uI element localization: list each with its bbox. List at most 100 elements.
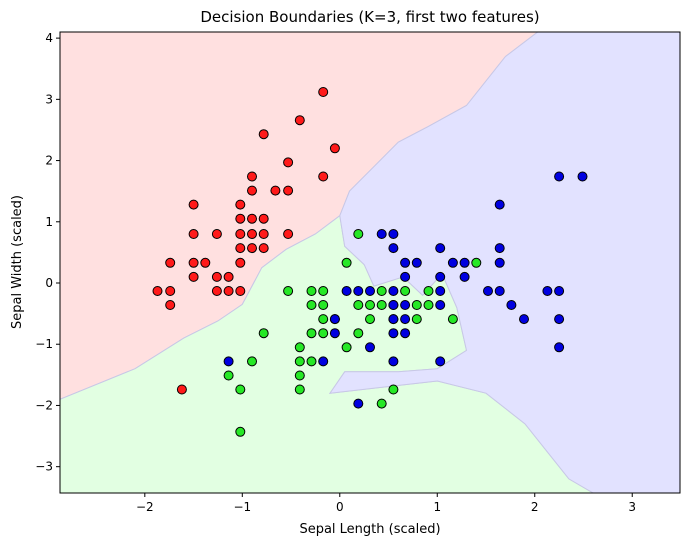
x-axis-ticks: −2 −1 0 1 2 3: [136, 493, 636, 514]
data-point-blue: [365, 342, 375, 353]
data-point-blue: [519, 314, 529, 325]
data-point-green: [423, 300, 434, 310]
data-point-green: [235, 384, 246, 395]
data-point-red: [235, 213, 246, 224]
data-point-blue: [341, 286, 352, 296]
x-tick-label: 1: [433, 500, 441, 514]
data-point-blue: [447, 257, 458, 268]
data-point-blue: [388, 286, 399, 296]
y-tick-label: 1: [45, 215, 53, 229]
data-point-green: [306, 300, 317, 310]
data-point-red: [247, 185, 257, 196]
data-point-red: [235, 257, 246, 268]
data-point-blue: [353, 286, 364, 296]
data-point-green: [318, 314, 329, 325]
data-point-green: [388, 384, 399, 395]
data-point-red: [235, 199, 246, 210]
data-point-green: [318, 286, 329, 296]
data-point-green: [294, 384, 305, 395]
plot-frame: [59, 31, 681, 494]
data-point-red: [188, 199, 199, 210]
data-point-green: [365, 300, 375, 310]
data-point-green: [400, 286, 411, 296]
data-point-blue: [388, 229, 399, 239]
x-tick-label: −1: [233, 500, 251, 514]
data-point-blue: [459, 271, 470, 282]
data-point-green: [258, 328, 269, 339]
data-point-red: [211, 286, 222, 296]
data-point-green: [294, 356, 305, 367]
data-point-blue: [554, 171, 565, 182]
data-point-red: [223, 286, 234, 296]
data-point-red: [258, 229, 269, 239]
data-point-blue: [554, 286, 565, 296]
data-point-blue: [329, 328, 340, 339]
data-point-green: [341, 342, 352, 353]
data-point-red: [235, 229, 246, 239]
data-point-green: [376, 286, 387, 296]
data-point-blue: [554, 314, 565, 325]
data-point-green: [353, 300, 364, 310]
data-point-blue: [388, 300, 399, 310]
data-point-red: [165, 300, 176, 310]
data-point-green: [341, 257, 352, 268]
y-tick-label: 0: [45, 276, 53, 290]
data-point-red: [318, 87, 329, 97]
data-point-green: [306, 356, 317, 367]
data-point-blue: [459, 257, 470, 268]
data-point-green: [318, 328, 329, 339]
data-point-green: [423, 286, 434, 296]
data-point-green: [223, 370, 234, 381]
data-point-green: [353, 229, 364, 239]
decision-region-blue: [328, 32, 680, 493]
data-point-blue: [494, 257, 505, 268]
data-point-red: [188, 271, 199, 282]
data-point-green: [411, 300, 422, 310]
data-point-green: [235, 426, 246, 437]
data-point-red: [270, 185, 281, 196]
data-point-red: [283, 157, 294, 168]
data-point-red: [152, 286, 163, 296]
data-point-blue: [353, 398, 364, 409]
data-point-blue: [577, 171, 588, 182]
data-point-blue: [400, 328, 411, 339]
data-point-blue: [318, 356, 329, 367]
data-point-green: [447, 314, 458, 325]
data-point-green: [247, 356, 257, 367]
y-tick-label: −1: [35, 337, 53, 351]
chart-title: Decision Boundaries (K=3, first two feat…: [200, 8, 539, 26]
data-point-red: [165, 286, 176, 296]
data-point-blue: [376, 229, 387, 239]
data-point-green: [318, 300, 329, 310]
data-point-red: [294, 115, 305, 126]
data-point-blue: [400, 314, 411, 325]
data-point-red: [329, 143, 340, 154]
data-point-blue: [435, 300, 446, 310]
data-point-blue: [554, 342, 565, 353]
data-point-blue: [494, 243, 505, 254]
data-point-blue: [388, 243, 399, 254]
y-tick-label: −2: [35, 398, 53, 412]
data-point-blue: [483, 286, 493, 296]
data-point-blue: [542, 286, 553, 296]
data-point-green: [376, 300, 387, 310]
data-point-red: [188, 257, 199, 268]
decision-regions: [60, 32, 680, 493]
data-point-blue: [388, 356, 399, 367]
data-point-blue: [435, 356, 446, 367]
x-tick-label: −2: [136, 500, 154, 514]
data-point-blue: [400, 257, 411, 268]
data-point-blue: [411, 257, 422, 268]
y-tick-label: 2: [45, 154, 53, 168]
data-point-red: [188, 229, 199, 239]
data-point-green: [353, 328, 364, 339]
x-tick-label: 0: [336, 500, 344, 514]
data-point-blue: [494, 199, 505, 210]
data-point-red: [235, 286, 246, 296]
data-point-blue: [400, 300, 411, 310]
data-point-red: [258, 243, 269, 254]
data-point-red: [258, 213, 269, 224]
data-point-red: [247, 229, 257, 239]
